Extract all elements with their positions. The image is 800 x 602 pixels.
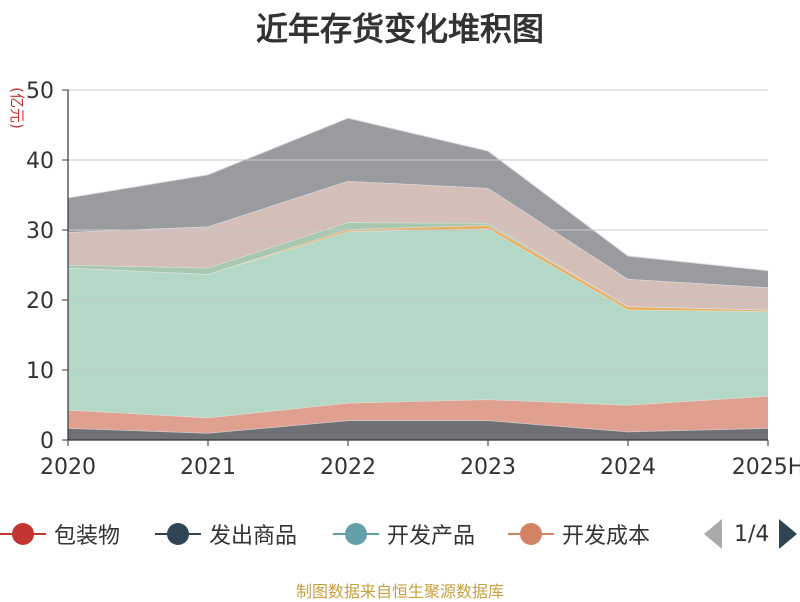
area-edge-6	[67, 117, 769, 272]
y-tick-label-3: 30	[26, 219, 54, 244]
x-tick-label-2: 2022	[320, 455, 376, 480]
legend-item-developed-products[interactable]: 开发产品	[333, 514, 475, 554]
legend-item-packaging[interactable]: 包装物	[0, 514, 120, 554]
x-tick-label-1: 2021	[180, 455, 236, 480]
legend-pager: 1/4	[700, 514, 800, 554]
y-tick-label-5: 50	[26, 79, 54, 104]
legend-label-development-cost: 开发成本	[562, 524, 651, 549]
y-tick-label-0: 0	[40, 429, 54, 454]
area-series-1	[68, 395, 768, 433]
y-tick-label-1: 10	[26, 359, 54, 384]
data-source-note: 制图数据来自恒生聚源数据库	[295, 582, 504, 601]
y-tick-label-2: 20	[26, 289, 54, 314]
area-series-6	[68, 118, 768, 288]
legend-marker-developed-products	[333, 514, 379, 554]
area-series-5	[68, 181, 768, 310]
page-indicator: 1/4	[734, 521, 770, 547]
chart-title: 近年存货变化堆积图	[255, 10, 544, 48]
x-tick-label-3: 2023	[460, 455, 516, 480]
x-tick-label-4: 2024	[600, 455, 656, 480]
legend-label-developed-products: 开发产品	[387, 524, 476, 549]
next-page-arrow-icon[interactable]	[779, 519, 798, 549]
legend-marker-shipped-goods	[155, 514, 201, 554]
x-tick-label-0: 2020	[40, 455, 96, 480]
y-axis-unit-label: (亿元)	[8, 87, 26, 129]
legend-marker-packaging	[0, 514, 46, 554]
legend-label-shipped-goods: 发出商品	[209, 524, 298, 549]
area-series-0	[68, 420, 768, 440]
legend-item-development-cost[interactable]: 开发成本	[508, 514, 650, 554]
legend-label-packaging: 包装物	[54, 524, 121, 549]
legend-marker-development-cost	[508, 514, 554, 554]
legend-item-shipped-goods[interactable]: 发出商品	[155, 514, 297, 554]
prev-page-arrow-icon[interactable]	[704, 519, 722, 549]
x-tick-label-5: 2025H	[732, 455, 800, 480]
legend: 包装物 发出商品 开发产品 开发成本	[0, 514, 800, 554]
y-tick-label-4: 40	[26, 149, 54, 174]
